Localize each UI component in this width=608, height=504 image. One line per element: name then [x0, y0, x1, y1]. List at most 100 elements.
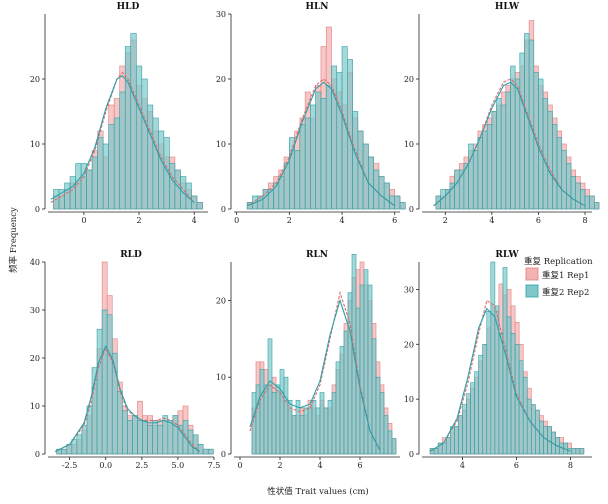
- bar-rep2-33: [383, 415, 389, 455]
- x-tick-label: 0: [237, 461, 242, 470]
- y-tick-label: 20: [30, 75, 40, 84]
- bar-rep2-10: [299, 124, 306, 210]
- bar-rep2-28: [197, 444, 204, 455]
- bar-rep2-11: [474, 371, 479, 455]
- bar-rep2-10: [291, 415, 297, 455]
- density-curve-rep2: [429, 307, 571, 452]
- bar-rep2-29: [399, 202, 406, 210]
- bar-rep2-15: [311, 399, 317, 455]
- bar-rep2-7: [91, 156, 98, 210]
- bar-rep2-18: [519, 52, 525, 210]
- bar-rep2-4: [454, 169, 460, 210]
- x-tick-label: 2: [136, 216, 141, 225]
- bar-rep2-22: [538, 78, 544, 210]
- bar-rep2-22: [167, 420, 174, 455]
- x-tick-label: 6: [514, 461, 519, 470]
- y-tick-label: 40: [30, 258, 40, 267]
- bar-rep2-3: [263, 384, 269, 455]
- series-rep2-bars: [251, 254, 397, 455]
- bar-rep2-25: [552, 124, 558, 210]
- x-tick-label: 2: [443, 216, 448, 225]
- bar-rep2-6: [86, 169, 93, 210]
- bar-rep2-12: [491, 111, 497, 210]
- bar-rep2-8: [472, 150, 479, 210]
- bar-rep2-25: [191, 195, 198, 210]
- legend-label-rep1: 重复1 Rep1: [542, 270, 589, 281]
- bar-rep2-13: [303, 407, 309, 455]
- density-curve-rep1: [433, 78, 586, 207]
- y-tick-label: 10: [404, 140, 414, 149]
- series-rep2-bars: [435, 33, 600, 210]
- bar-rep2-2: [259, 369, 265, 455]
- bar-rep2-4: [267, 338, 273, 455]
- legend-label-rep2: 重复2 Rep2: [542, 287, 589, 298]
- bar-rep2-23: [542, 98, 549, 210]
- y-tick-label: 30: [216, 10, 226, 19]
- bar-rep2-2: [64, 182, 71, 210]
- bar-rep2-9: [101, 309, 108, 455]
- bar-rep2-5: [271, 392, 277, 455]
- panel-hlw: HLW 2 4 6 8 0 10 20: [404, 2, 600, 225]
- bar-rep2-14: [130, 33, 137, 210]
- y-tick-label: 30: [30, 306, 40, 315]
- bar-rep2-3: [441, 442, 447, 455]
- x-tick-label: 6: [392, 216, 397, 225]
- panel-title-rlw: RLW: [495, 250, 519, 260]
- bar-rep2-16: [510, 65, 516, 210]
- bar-rep2-32: [379, 392, 385, 455]
- bar-rep2-35: [571, 448, 577, 455]
- bar-rep2-0: [251, 392, 257, 455]
- bar-rep2-27: [561, 150, 567, 210]
- bar-rep2-28: [543, 426, 548, 455]
- bar-rep2-8: [97, 137, 104, 210]
- panel-hld: HLD 0 2 4 0 10 20: [30, 2, 208, 225]
- bar-rep2-20: [352, 111, 359, 210]
- bar-rep2-17: [336, 72, 343, 210]
- bar-rep2-9: [466, 393, 471, 455]
- bar-rep2-4: [76, 434, 83, 455]
- bar-rep2-12: [310, 104, 316, 210]
- bar-rep2-28: [394, 195, 401, 210]
- bar-rep2-34: [594, 202, 600, 210]
- y-tick-label: 20: [216, 296, 226, 305]
- bar-rep2-24: [347, 292, 353, 455]
- panel-title-rln: RLN: [306, 250, 328, 260]
- bar-rep2-20: [510, 333, 516, 455]
- bar-rep2-6: [454, 426, 459, 455]
- bar-rep2-13: [122, 410, 128, 455]
- bar-rep2-11: [295, 399, 301, 455]
- bar-rep2-14: [307, 407, 313, 455]
- bar-rep2-26: [383, 182, 390, 210]
- x-tick-label: 2: [287, 216, 292, 225]
- bar-rep2-20: [331, 392, 337, 455]
- bar-rep2-17: [498, 333, 504, 455]
- series-rep2-bars: [56, 309, 214, 455]
- bar-rep2-22: [339, 346, 345, 455]
- legend-swatch-rep2: [525, 284, 539, 298]
- x-tick-label: 0: [234, 216, 239, 225]
- y-tick-label: 0: [35, 450, 40, 459]
- bar-rep2-23: [172, 415, 179, 455]
- x-tick-label: 0: [81, 216, 86, 225]
- bar-rep2-17: [319, 392, 325, 455]
- bar-rep2-6: [275, 384, 281, 455]
- panel-title-hln: HLN: [305, 2, 328, 12]
- bar-rep2-16: [137, 420, 143, 455]
- bar-rep2-1: [255, 384, 261, 455]
- bar-rep2-14: [500, 104, 507, 210]
- panel-rlw: RLW 4 6 8 0 10 20 30: [404, 250, 592, 470]
- bar-rep2-19: [152, 420, 159, 455]
- bar-rep2-29: [202, 448, 209, 455]
- bar-rep2-3: [71, 439, 78, 455]
- bar-rep2-15: [490, 261, 496, 455]
- y-tick-label: 0: [221, 205, 226, 214]
- bar-rep2-25: [378, 176, 385, 210]
- y-tick-label: 20: [30, 354, 40, 363]
- bar-rep2-13: [315, 91, 322, 210]
- bar-rep2-21: [335, 361, 341, 455]
- bar-rep2-6: [278, 176, 285, 210]
- density-curve-rep2: [50, 75, 195, 203]
- y-tick-label: 10: [216, 373, 226, 382]
